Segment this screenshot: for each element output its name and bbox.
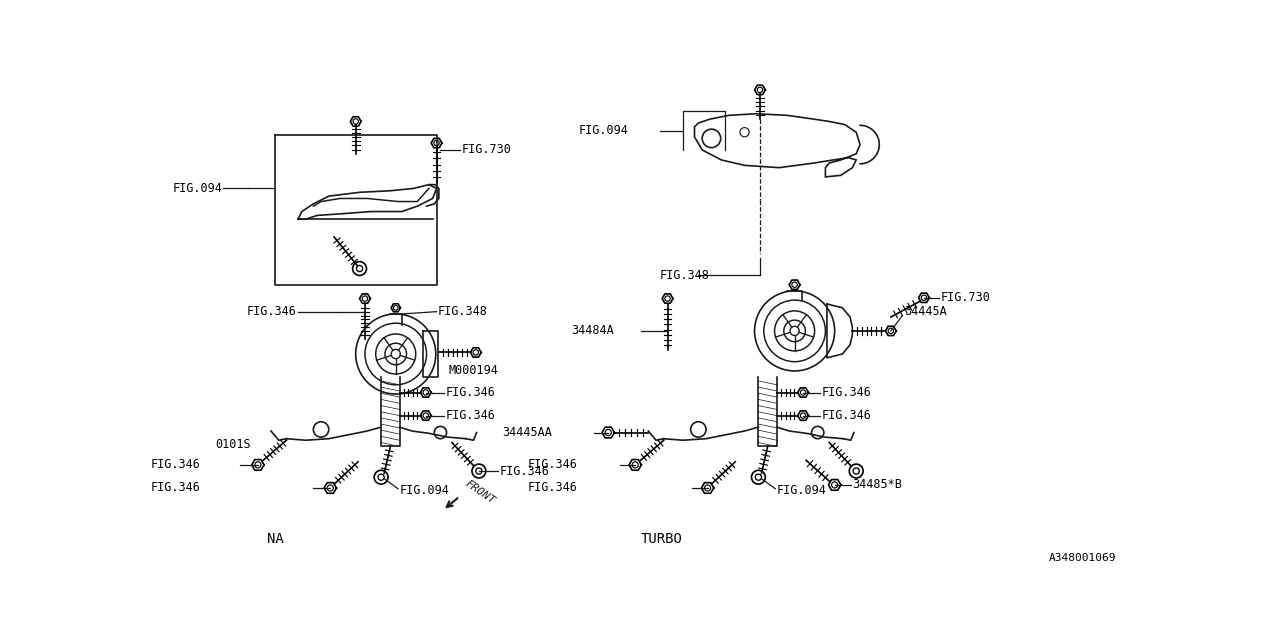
Text: FIG.730: FIG.730 xyxy=(941,291,991,304)
Text: FIG.346: FIG.346 xyxy=(445,386,495,399)
Text: FIG.094: FIG.094 xyxy=(399,484,449,497)
Text: 34485*B: 34485*B xyxy=(852,479,902,492)
Text: FIG.346: FIG.346 xyxy=(150,458,200,472)
Text: FIG.348: FIG.348 xyxy=(438,305,488,318)
Text: FIG.346: FIG.346 xyxy=(499,465,549,477)
Text: 34484A: 34484A xyxy=(571,324,614,337)
Text: FIG.346: FIG.346 xyxy=(822,386,872,399)
Text: FIG.094: FIG.094 xyxy=(173,182,223,195)
Text: FIG.346: FIG.346 xyxy=(527,458,577,472)
Text: FRONT: FRONT xyxy=(463,479,497,506)
Text: TURBO: TURBO xyxy=(640,532,682,546)
Text: FIG.346: FIG.346 xyxy=(445,409,495,422)
Text: FIG.348: FIG.348 xyxy=(660,269,709,282)
Text: FIG.346: FIG.346 xyxy=(246,305,296,318)
Text: A348001069: A348001069 xyxy=(1048,553,1116,563)
Text: FIG.730: FIG.730 xyxy=(461,143,511,156)
Text: FIG.094: FIG.094 xyxy=(579,124,628,137)
Text: 0101S: 0101S xyxy=(215,438,251,451)
Text: NA: NA xyxy=(268,532,284,546)
Text: FIG.346: FIG.346 xyxy=(822,409,872,422)
Text: FIG.346: FIG.346 xyxy=(150,481,200,495)
Polygon shape xyxy=(695,114,860,177)
Text: 34445AA: 34445AA xyxy=(502,426,552,439)
Text: M000194: M000194 xyxy=(448,364,498,378)
Text: FIG.094: FIG.094 xyxy=(777,484,827,497)
Text: FIG.346: FIG.346 xyxy=(527,481,577,495)
Text: 34445A: 34445A xyxy=(904,305,947,318)
